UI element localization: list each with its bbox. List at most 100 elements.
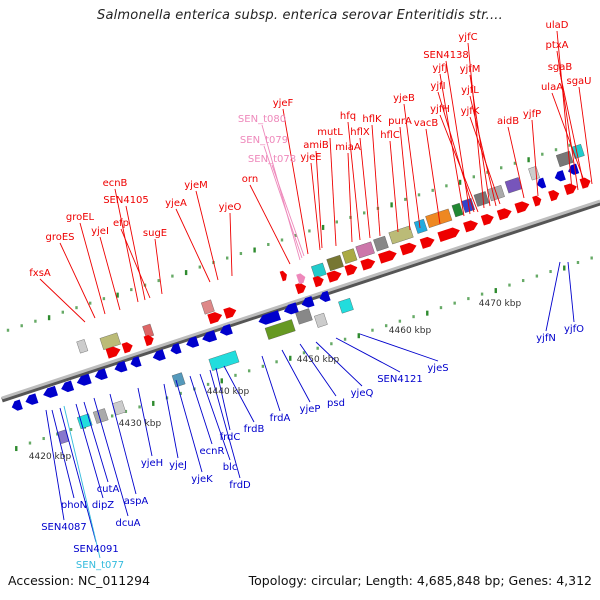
forward-gene-arrow [344, 264, 358, 276]
feature-block [341, 248, 358, 264]
position-tick [34, 319, 37, 323]
position-tick [316, 346, 319, 350]
leader-line [229, 212, 233, 277]
gene-label: yjeE [300, 152, 321, 163]
gene-label: yjeA [165, 198, 187, 209]
forward-gene-arrow [548, 190, 560, 202]
leader-line [347, 121, 361, 241]
gene-label: SEN_t077 [76, 560, 124, 571]
scale-label: 4440 kbp [207, 387, 250, 397]
position-tick [508, 283, 511, 287]
position-tick [343, 337, 347, 341]
leader-line [371, 124, 381, 237]
feature-block [451, 202, 464, 218]
gene-label: efp [113, 218, 129, 229]
position-tick [124, 409, 128, 413]
leader-line [335, 337, 401, 373]
reverse-gene-arrow [537, 177, 547, 189]
leader-line [215, 367, 231, 431]
leader-line [437, 91, 475, 213]
leader-line [195, 190, 219, 281]
feature-block [461, 198, 475, 213]
position-tick [138, 405, 141, 409]
gene-label: miaA [335, 142, 361, 153]
gene-label: sgaU [566, 76, 591, 87]
position-tick [20, 324, 23, 328]
gene-label: dcuA [115, 518, 140, 529]
gene-label: cutA [97, 484, 120, 495]
gene-label: sugE [143, 228, 167, 239]
position-tick [486, 170, 489, 174]
position-tick [234, 373, 237, 377]
scale-labels: 4420 kbp 4430 kbp 4440 kbp 4450 kbp 4460 kbp… [29, 299, 522, 462]
position-tick [568, 143, 571, 147]
position-tick [363, 211, 366, 215]
position-tick [61, 310, 65, 314]
leader-line [137, 387, 153, 457]
leader-line [189, 375, 213, 445]
forward-gene-arrow [480, 213, 494, 226]
scale-label: 4470 kbp [479, 299, 522, 309]
leader-line [154, 238, 163, 295]
leader-line [261, 124, 301, 261]
position-tick [541, 152, 544, 156]
feature-block [311, 262, 327, 279]
leader-line [507, 126, 525, 199]
reverse-gene-arrow [76, 373, 92, 386]
forward-gene-arrow [563, 183, 577, 196]
reverse-gene-arrow [554, 170, 566, 182]
leader-line [425, 128, 441, 225]
leader-line [578, 86, 593, 185]
gene-label: groES [45, 232, 74, 243]
gene-label: yjeB [393, 93, 415, 104]
reverse-gene-arrow [11, 399, 23, 411]
leader-line [75, 403, 104, 499]
gene-label: yjfM [460, 64, 481, 75]
forward-gene-arrow [496, 208, 512, 221]
reverse-gene-arrow [94, 368, 108, 380]
forward-gene-arrow [105, 346, 121, 359]
position-tick [239, 252, 243, 256]
reverse-gene-arrow [114, 360, 128, 373]
gene-label: yjfL [461, 85, 479, 96]
leader-line [469, 116, 501, 205]
gene-label: yjeH [141, 458, 163, 469]
position-tick [289, 355, 292, 361]
gene-label: psd [327, 398, 345, 409]
position-tick [576, 261, 580, 265]
forward-gene-arrow [121, 342, 133, 354]
gene-label: SEN4087 [41, 522, 87, 533]
scale-label: 4450 kbp [297, 355, 340, 365]
gene-label: yjeQ [351, 388, 374, 399]
position-tick [371, 328, 374, 332]
gene-label: yjeJ [169, 460, 187, 471]
leader-line [359, 333, 439, 362]
position-tick [398, 319, 402, 323]
position-tick [275, 360, 278, 364]
position-tick [302, 351, 306, 355]
position-tick [280, 238, 284, 242]
feature-block [338, 297, 354, 314]
forward-gene-arrow [579, 177, 591, 189]
position-tick [253, 247, 256, 253]
leader-line [399, 126, 411, 231]
gene-label: yjfK [461, 106, 480, 117]
position-tick [335, 220, 339, 224]
position-tick [439, 306, 443, 310]
position-tick [554, 148, 558, 152]
reverse-gene-arrow [43, 385, 58, 398]
reverse-gene-arrow [186, 336, 200, 348]
position-tick [308, 229, 311, 233]
position-tick [75, 306, 78, 310]
gene-label: fxsA [29, 268, 51, 279]
gene-label: SEN_t079 [240, 135, 288, 146]
leader-line [282, 108, 309, 255]
leader-line [531, 119, 539, 197]
gene-label: ptxA [545, 40, 568, 51]
feature-block [99, 332, 121, 350]
forward-gene-arrow [207, 312, 223, 325]
gene-label: vacB [414, 118, 439, 129]
position-tick [198, 265, 202, 269]
topology-text: Topology: circular; Length: 4,685,848 bp… [248, 573, 592, 588]
feature-block [326, 254, 344, 272]
